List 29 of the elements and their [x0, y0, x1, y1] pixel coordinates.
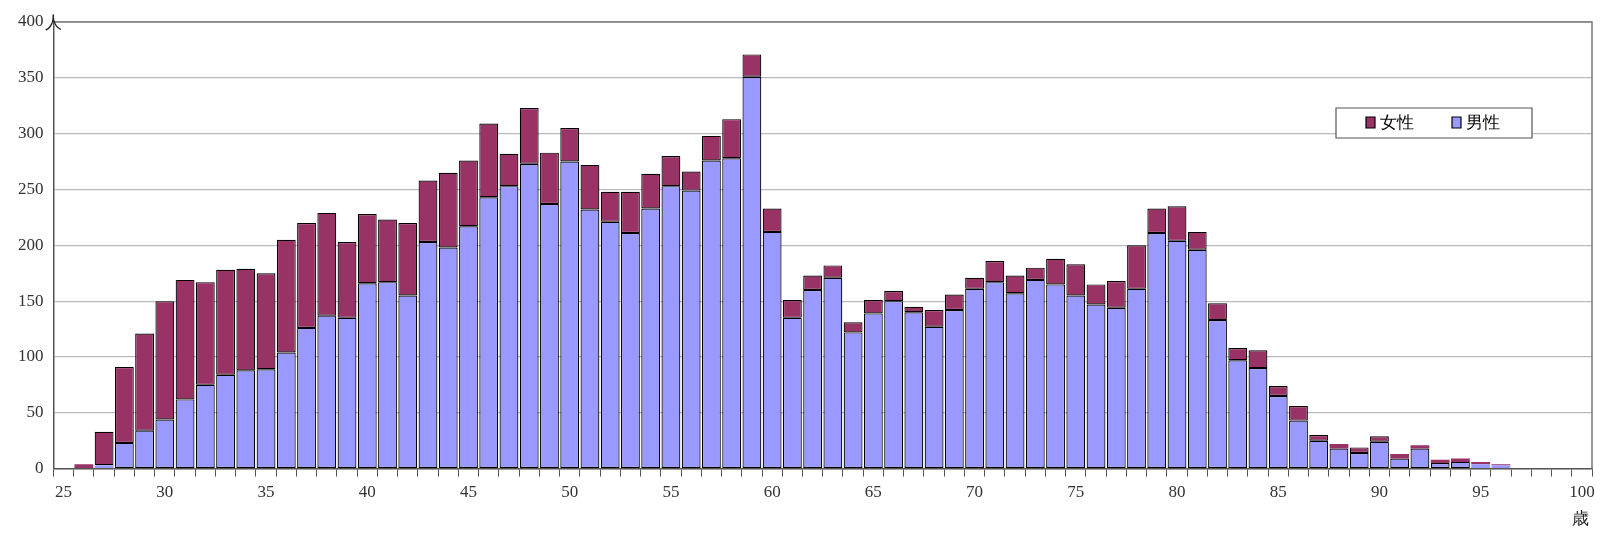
x-tick-label: 60 — [763, 482, 781, 502]
x-tick-label: 80 — [1168, 482, 1186, 502]
x-tick-label: 85 — [1269, 482, 1287, 502]
x-tick-label: 30 — [156, 482, 174, 502]
y-tick-label: 50 — [26, 402, 44, 422]
x-tick-label: 25 — [55, 482, 73, 502]
y-tick-label: 0 — [35, 458, 44, 478]
y-tick-label: 250 — [18, 178, 44, 198]
x-tick-label: 90 — [1370, 482, 1388, 502]
x-tick-label: 95 — [1472, 482, 1490, 502]
x-tick-label: 75 — [1067, 482, 1085, 502]
y-axis-title: 人 — [45, 12, 62, 32]
y-tick-label: 150 — [18, 290, 44, 310]
x-tick-label: 65 — [864, 482, 882, 502]
legend-label: 女性 — [1380, 113, 1414, 133]
y-tick-label: 350 — [18, 67, 44, 87]
legend-label: 男性 — [1466, 113, 1500, 133]
x-tick-label: 50 — [561, 482, 579, 502]
x-tick-label: 55 — [662, 482, 680, 502]
y-tick-label: 100 — [18, 346, 44, 366]
x-tick-label: 70 — [966, 482, 984, 502]
y-tick-label: 300 — [18, 123, 44, 143]
y-tick-label: 400 — [18, 11, 44, 31]
x-axis-title: 歳 — [1571, 508, 1589, 528]
x-tick-label: 40 — [358, 482, 376, 502]
x-tick-label: 45 — [459, 482, 477, 502]
x-tick-label: 35 — [257, 482, 275, 502]
x-tick-label: 100 — [1569, 482, 1595, 502]
y-tick-label: 200 — [18, 234, 44, 254]
